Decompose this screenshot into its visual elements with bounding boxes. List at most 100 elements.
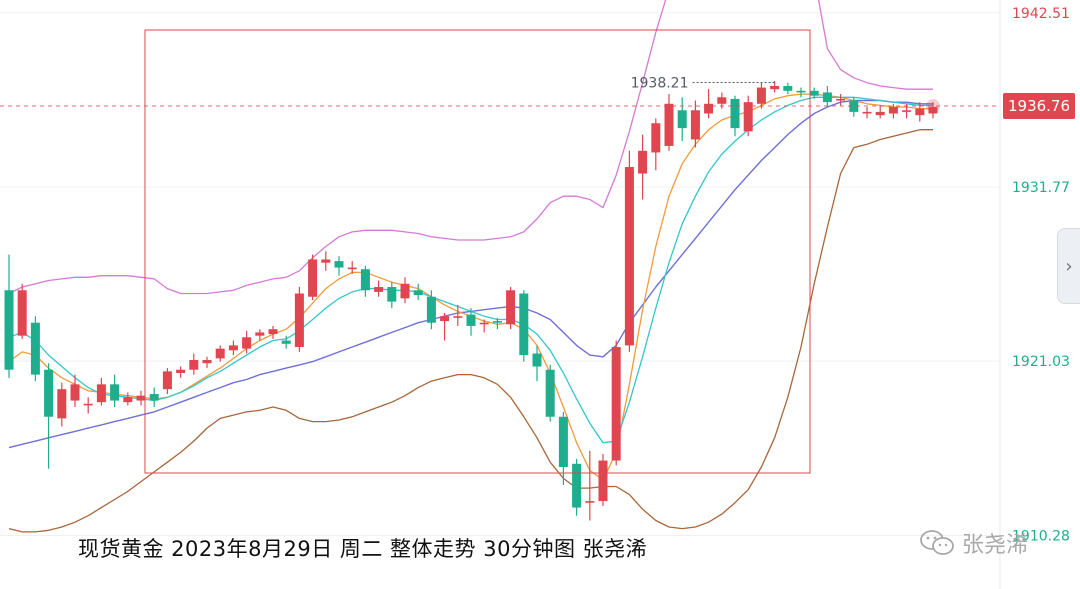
candle-body [836,98,846,101]
current-price-tag [1003,93,1075,120]
high-annotation-label: 1938.21 [631,76,689,92]
candle [281,335,291,349]
ma-mid-line [8,93,933,481]
candle-body [57,389,67,419]
candle-body [176,369,186,373]
candle-body [242,337,252,349]
candle-body [426,296,436,323]
candle-body [149,394,159,401]
candle-body [572,463,582,508]
candle-body [96,384,106,403]
candle-body [4,290,14,370]
candle-body [440,316,450,322]
candle [17,283,27,339]
candle-body [677,110,687,129]
candle [202,356,212,369]
candle [690,100,700,148]
ma-fast-line [8,96,933,444]
expand-panel-button[interactable]: › [1057,228,1080,304]
candle-body [400,283,410,299]
candle-body [770,85,780,90]
candle [466,308,476,336]
candle-body [228,345,238,351]
candle-body [347,267,357,270]
candle [730,95,740,137]
candle-body [611,347,621,461]
candle [440,312,450,341]
candle-body [849,100,859,112]
candle-body [83,403,93,406]
candle [294,287,304,352]
candle-body [123,397,133,403]
candle-body [796,90,806,93]
candle [888,103,898,119]
highlight-box [144,29,811,474]
candle [598,454,608,506]
candles [4,81,938,521]
candle [96,377,106,406]
bollinger-lower-line [8,129,933,533]
candle-body [928,107,938,114]
candle-body [70,384,80,401]
candle [136,390,146,406]
candle-body [308,259,318,297]
candle [624,150,634,352]
candle [651,118,661,171]
wechat-icon [920,530,954,555]
candle [743,95,753,137]
candle [822,85,832,108]
candle-body [334,261,344,268]
candle [506,287,516,330]
candle-body [189,360,199,370]
candle [453,304,463,326]
candle-body [756,87,766,104]
candle-body [624,167,634,346]
candle-body [902,110,912,112]
candle [44,363,54,469]
ma-slow-line [8,99,933,449]
candle-body [479,322,489,325]
candle-body [255,332,265,336]
candle-body [281,340,291,344]
candle [255,329,265,341]
candle-body [532,353,542,367]
candle [783,82,793,95]
candle [123,392,133,406]
candle [400,277,410,304]
candle [836,94,846,106]
chart-caption: 现货黄金 2023年8月29日 周二 整体走势 30分钟图 张尧浠 [78,537,648,561]
candle-body [44,369,54,417]
candle [862,107,872,119]
candle [242,330,252,354]
candle-body [360,269,370,291]
candle-body [809,90,819,96]
candle-body [888,107,898,114]
candle-body [875,111,885,116]
candle [638,134,648,200]
candle [162,368,172,395]
candle [374,280,384,297]
candle-body [453,316,463,318]
price-axis-label: 1921.03 [1012,354,1070,370]
candle-body [519,293,529,356]
candle-body [545,369,555,417]
candle [611,340,621,466]
candle-body [730,98,740,129]
current-price-tag-label: 1936.76 [1008,97,1070,115]
bollinger-bands [8,0,933,533]
candle [30,316,40,382]
candle-body [30,322,40,375]
candle-body [136,395,146,401]
moving-averages [8,93,933,481]
candle [492,317,502,330]
candle [545,364,555,422]
candle [308,254,318,300]
candle-body [202,360,212,364]
candle [176,366,186,378]
candle [387,282,397,309]
candle-body [664,103,674,146]
candle [664,94,674,151]
candle [189,353,199,375]
